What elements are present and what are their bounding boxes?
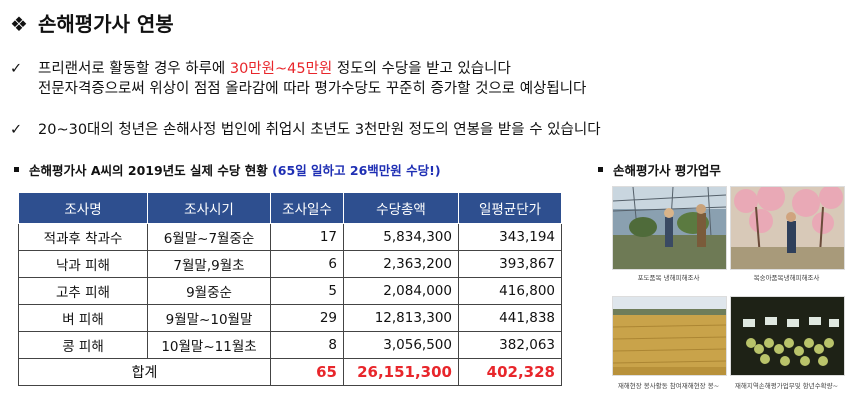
total-days: 65: [270, 358, 344, 386]
page-title-text: 손해평가사 연봉: [37, 12, 174, 36]
table-heading-text: 손해평가사 A씨의 2019년도 실제 수당 현황: [29, 163, 268, 178]
bullet-1-text-end: 정도의 수당을 받고 있습니다: [332, 61, 511, 77]
table-row: 낙과 피해 7월말,9월초 6 2,363,200 393,867: [18, 250, 562, 278]
rice-field-photo: [612, 296, 727, 376]
cell-name: 낙과 피해: [18, 250, 148, 278]
cell-total: 3,056,500: [343, 331, 459, 359]
cell-name: 벼 피해: [18, 304, 148, 332]
allowance-table: 조사명 조사시기 조사일수 수당총액 일평균단가 적과후 착과수 6월말~7월중…: [18, 192, 562, 386]
total-average: 402,328: [458, 358, 562, 386]
table-row: 콩 피해 10월말~11월초 8 3,056,500 382,063: [18, 331, 562, 359]
square-bullet-icon: [598, 167, 603, 172]
cell-total: 2,363,200: [343, 250, 459, 278]
cell-period: 6월말~7월중순: [147, 223, 271, 251]
cell-days: 6: [270, 250, 344, 278]
cell-period: 9월말~10월말: [147, 304, 271, 332]
total-label: 합계: [18, 358, 271, 386]
photo-caption: 재해지역손해평가업무및 항년수확량~: [734, 382, 839, 390]
check-icon: ✓: [10, 61, 23, 77]
total-sum: 26,151,300: [343, 358, 459, 386]
cell-average: 343,194: [458, 223, 562, 251]
cell-name: 콩 피해: [18, 331, 148, 359]
table-row: 벼 피해 9월말~10월말 29 12,813,300 441,838: [18, 304, 562, 332]
cell-average: 416,800: [458, 277, 562, 305]
cell-period: 10월말~11월초: [147, 331, 271, 359]
photo-caption: 복숭아품목냉해피해조사: [753, 274, 820, 282]
cell-days: 17: [270, 223, 344, 251]
peach-orchard-photo: [730, 186, 845, 270]
bullet-1-line-2: 전문자격증으로써 위상이 점점 올라감에 따라 평가수당도 꾸준히 증가할 것으…: [38, 81, 587, 97]
cell-average: 441,838: [458, 304, 562, 332]
cell-total: 5,834,300: [343, 223, 459, 251]
column-header: 조사일수: [270, 192, 344, 224]
cell-total: 12,813,300: [343, 304, 459, 332]
page-title: ❖ 손해평가사 연봉: [10, 8, 174, 37]
bullet-1-highlight: 30만원~45만원: [229, 61, 333, 77]
table-heading-highlight: (65일 일하고 26백만원 수당!): [272, 163, 441, 178]
table-total-row: 합계 65 26,151,300 402,328: [18, 358, 562, 386]
photo-caption: 포도품목 냉해피해조사: [637, 274, 700, 282]
column-header: 조사시기: [147, 192, 271, 224]
table-header-row: 조사명 조사시기 조사일수 수당총액 일평균단가: [18, 192, 562, 224]
cell-average: 393,867: [458, 250, 562, 278]
bullet-1-text: 프리랜서로 활동할 경우 하루에: [38, 61, 230, 77]
vineyard-photo: [612, 186, 727, 270]
column-header: 조사명: [18, 192, 148, 224]
cell-average: 382,063: [458, 331, 562, 359]
column-header: 수당총액: [343, 192, 459, 224]
cell-days: 5: [270, 277, 344, 305]
bullet-1-line-1: 프리랜서로 활동할 경우 하루에 30만원~45만원 정도의 수당을 받고 있습…: [38, 59, 511, 79]
photo-heading: 손해평가사 평가업무: [598, 160, 721, 179]
square-bullet-icon: [14, 167, 19, 172]
table-row: 고추 피해 9월중순 5 2,084,000 416,800: [18, 277, 562, 305]
table-row: 적과후 착과수 6월말~7월중순 17 5,834,300 343,194: [18, 223, 562, 251]
cell-name: 적과후 착과수: [18, 223, 148, 251]
cell-period: 9월중순: [147, 277, 271, 305]
check-icon: ✓: [10, 122, 23, 138]
table-heading: 손해평가사 A씨의 2019년도 실제 수당 현황 (65일 일하고 26백만원…: [14, 160, 441, 179]
cell-name: 고추 피해: [18, 277, 148, 305]
cell-total: 2,084,000: [343, 277, 459, 305]
bullet-2-line-1: 20~30대의 청년은 손해사정 법인에 취업시 초년도 3천만원 정도의 연봉…: [38, 122, 601, 138]
cell-days: 29: [270, 304, 344, 332]
diamond-bullet-icon: ❖: [10, 12, 28, 36]
cell-period: 7월말,9월초: [147, 250, 271, 278]
column-header: 일평균단가: [458, 192, 562, 224]
harvest-samples-photo: [730, 296, 845, 376]
photo-caption: 재해현장 봉사활동 참여재해현장 봉~: [617, 382, 720, 390]
photo-heading-text: 손해평가사 평가업무: [613, 163, 721, 178]
cell-days: 8: [270, 331, 344, 359]
